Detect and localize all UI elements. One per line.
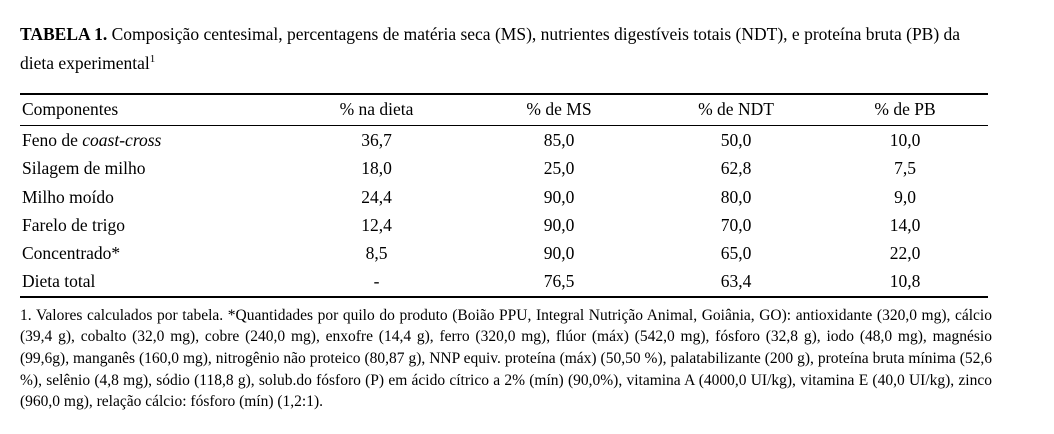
component-name: Concentrado* (22, 243, 121, 264)
composition-table: Componentes % na dieta % de MS % de NDT … (20, 93, 988, 298)
table-cell: 63,4 (650, 267, 822, 298)
table-cell: 8,5 (365, 243, 388, 264)
component-name-italic: coast-cross (82, 130, 162, 150)
table-cell: 90,0 (543, 214, 575, 235)
table-cell: 50,0 (720, 130, 752, 150)
table-cell: 7,5 (894, 158, 916, 179)
table-cell: 9,0 (894, 186, 916, 207)
table-cell: 18,0 (361, 158, 392, 179)
column-header-ms: % de MS (468, 93, 650, 126)
table-cell: 70,0 (720, 214, 752, 235)
table-cell: 62,8 (720, 158, 752, 179)
table-cell: 10,0 (889, 130, 921, 150)
table-row: Concentrado* 8,5 90,0 65,0 22,0 (20, 239, 988, 267)
table-row: Milho moído 24,4 90,0 80,0 9,0 (20, 183, 988, 211)
table-cell: 24,4 (361, 186, 392, 207)
table-cell: 80,0 (720, 186, 752, 207)
component-name-cell: Feno de coast-cross (20, 126, 285, 155)
column-header-pb: % de PB (822, 93, 988, 126)
table-cell: 14,0 (889, 214, 921, 235)
table-cell: 90,0 (543, 243, 575, 264)
table-cell: 85,0 (543, 130, 575, 150)
table-cell: 65,0 (720, 243, 752, 264)
table-row: Feno de coast-cross 36,7 85,0 50,0 10,0 (20, 126, 988, 155)
component-name: Milho moído (22, 186, 114, 207)
table-caption-text: Composição centesimal, percentagens de m… (20, 24, 961, 73)
column-header-componentes: Componentes (20, 93, 285, 126)
table-cell: 22,0 (889, 243, 921, 264)
table-row: Farelo de trigo 12,4 90,0 70,0 14,0 (20, 211, 988, 239)
component-name: Farelo de trigo (22, 214, 126, 235)
table-cell: 76,5 (468, 267, 650, 298)
column-header-na-dieta: % na dieta (285, 93, 468, 126)
table-caption-label: TABELA 1. (20, 24, 108, 44)
table-header-row: Componentes % na dieta % de MS % de NDT … (20, 93, 988, 126)
table-cell: 90,0 (543, 186, 575, 207)
table-caption-footnote-marker: 1 (149, 53, 156, 66)
table-row: Dieta total - 76,5 63,4 10,8 (20, 267, 988, 298)
table-footnote: 1. Valores calculados por tabela. *Quant… (20, 306, 992, 411)
table-cell: 25,0 (543, 158, 575, 179)
component-name-cell: Milho moído (20, 183, 285, 211)
table-cell: 36,7 (361, 130, 392, 150)
component-name: Dieta total (22, 271, 96, 292)
table-caption: TABELA 1. Composição centesimal, percent… (20, 20, 995, 78)
component-name: Silagem de milho (22, 158, 146, 179)
table-row: Silagem de milho 18,0 25,0 62,8 7,5 (20, 154, 988, 182)
table-cell: - (285, 267, 468, 298)
table-cell: 12,4 (361, 214, 392, 235)
component-name: Feno de (22, 130, 83, 150)
column-header-ndt: % de NDT (650, 93, 822, 126)
component-name-cell: Concentrado* (20, 239, 285, 267)
component-name-cell: Dieta total (20, 267, 285, 298)
table-cell: 10,8 (822, 267, 988, 298)
component-name-cell: Farelo de trigo (20, 211, 285, 239)
paper-page: TABELA 1. Composição centesimal, percent… (20, 20, 995, 413)
component-name-cell: Silagem de milho (20, 154, 285, 182)
